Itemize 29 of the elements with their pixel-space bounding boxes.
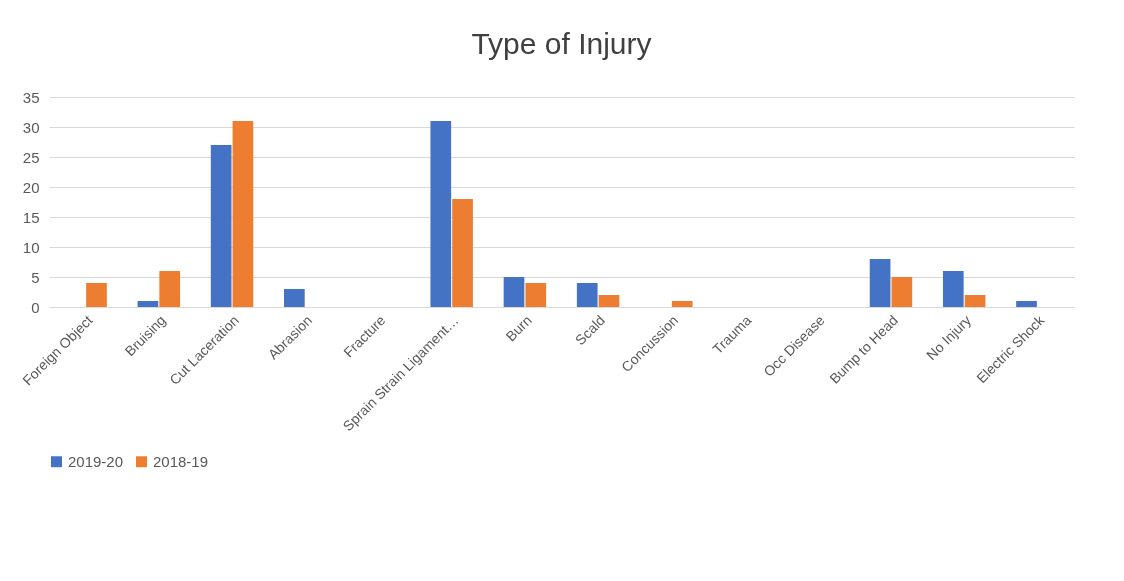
bar (576, 283, 598, 307)
bar (891, 277, 913, 307)
bar (671, 301, 693, 307)
y-tick-label: 35 (22, 88, 40, 106)
bar (1016, 301, 1037, 307)
y-tick-label: 5 (31, 268, 40, 286)
bar (525, 283, 547, 307)
chart-title: Type of Injury (471, 27, 652, 60)
bar (503, 277, 525, 307)
y-tick-label: 0 (31, 298, 40, 316)
bar (137, 301, 159, 307)
bar (159, 271, 181, 307)
bar (964, 295, 986, 307)
y-tick-label: 30 (22, 118, 40, 136)
bar (598, 295, 620, 307)
bar (452, 199, 473, 307)
bar (430, 121, 452, 307)
bar (210, 145, 232, 307)
bar (284, 289, 305, 307)
y-tick-label: 25 (22, 148, 40, 166)
bar (232, 121, 254, 307)
bar (86, 283, 107, 307)
bar (869, 259, 891, 307)
y-tick-label: 10 (22, 238, 40, 256)
legend-label: 2019-20 (68, 452, 124, 470)
y-tick-label: 20 (22, 178, 40, 196)
legend-label: 2018-19 (153, 452, 209, 470)
y-tick-label: 15 (22, 208, 40, 226)
bar (942, 271, 964, 307)
